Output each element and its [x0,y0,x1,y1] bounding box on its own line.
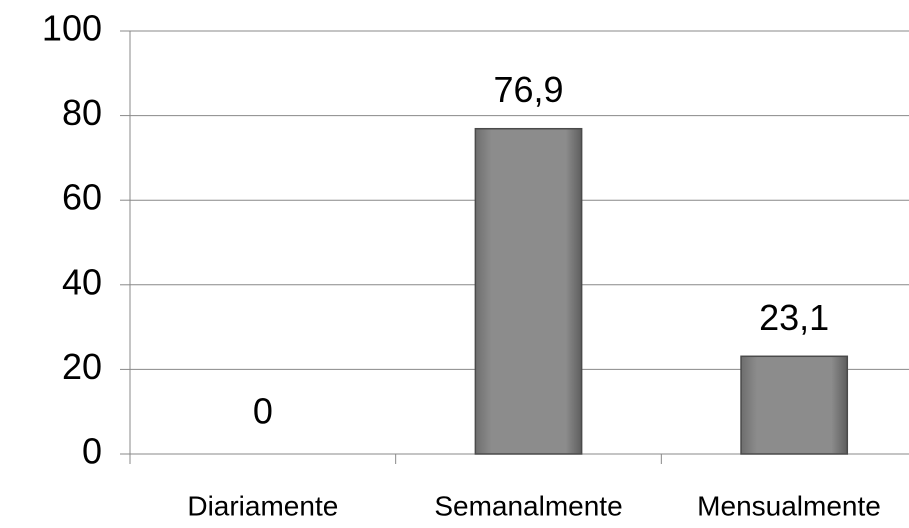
value-label: 0 [253,391,273,432]
y-tick-label: 80 [62,92,102,133]
y-tick-label: 100 [42,8,102,49]
x-tick-label: Mensualmente [697,490,881,521]
y-tick-label: 40 [62,261,102,302]
value-label: 23,1 [759,297,829,338]
bar [740,355,849,455]
value-label: 76,9 [493,69,563,110]
y-tick-label: 20 [62,346,102,387]
x-tick-label: Semanalmente [434,490,622,521]
bar [474,127,583,455]
y-tick-label: 0 [82,431,102,472]
x-tick-label: Diariamente [187,490,338,521]
y-tick-label: 60 [62,177,102,218]
